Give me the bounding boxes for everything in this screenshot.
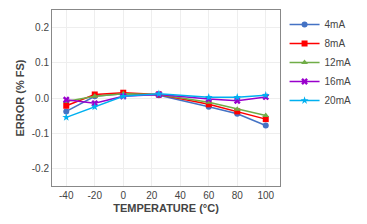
svg-text:20mA: 20mA [325, 95, 351, 106]
svg-text:100: 100 [257, 190, 274, 201]
svg-text:-0.2: -0.2 [32, 163, 50, 174]
svg-text:0.2: 0.2 [35, 22, 49, 33]
svg-text:12mA: 12mA [325, 57, 351, 68]
svg-text:0.0: 0.0 [35, 93, 49, 104]
svg-text:40: 40 [175, 190, 187, 201]
svg-text:0.1: 0.1 [35, 57, 49, 68]
svg-text:16mA: 16mA [325, 76, 351, 87]
svg-text:ERROR (% FS): ERROR (% FS) [14, 59, 26, 136]
svg-text:-20: -20 [88, 190, 103, 201]
svg-text:-0.1: -0.1 [32, 128, 50, 139]
svg-text:80: 80 [232, 190, 244, 201]
svg-text:60: 60 [203, 190, 215, 201]
svg-text:-40: -40 [59, 190, 74, 201]
svg-text:8mA: 8mA [325, 38, 346, 49]
svg-text:TEMPERATURE (°C): TEMPERATURE (°C) [113, 202, 219, 214]
svg-text:20: 20 [146, 190, 158, 201]
svg-text:4mA: 4mA [325, 19, 346, 30]
svg-text:0: 0 [120, 190, 126, 201]
